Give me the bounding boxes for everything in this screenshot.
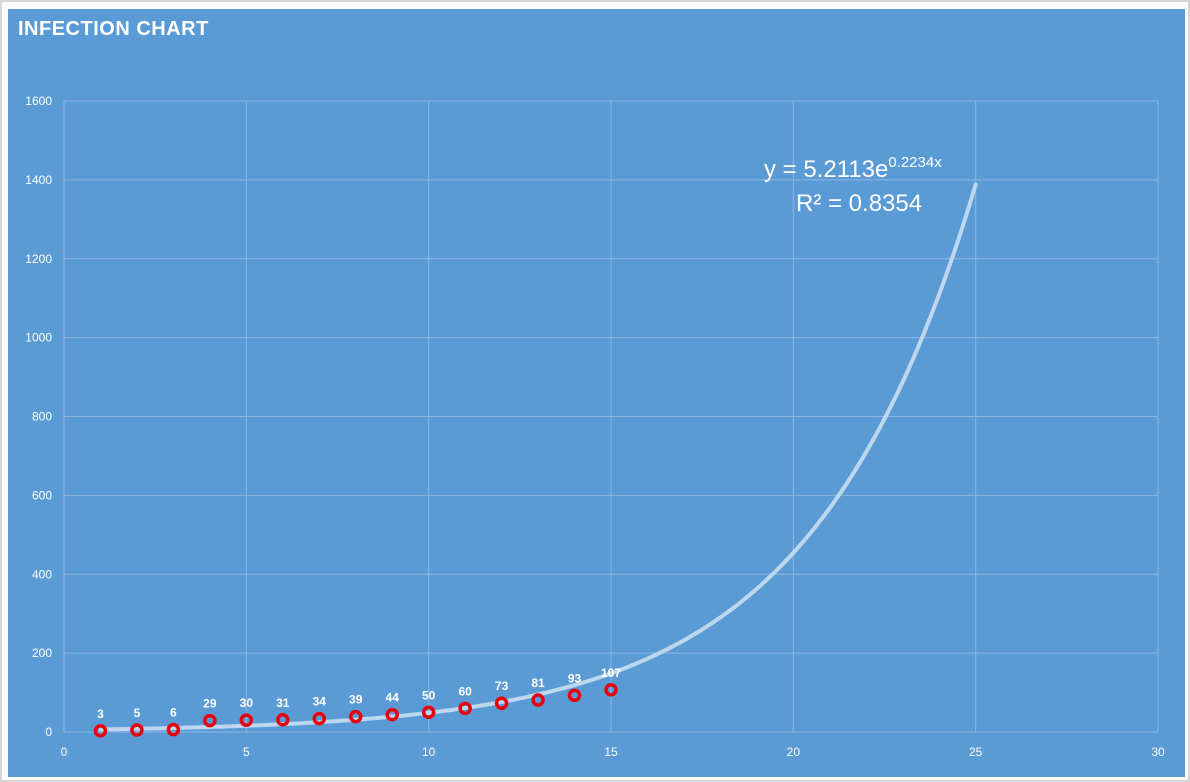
y-tick-label: 400 bbox=[32, 567, 52, 581]
x-tick-label: 15 bbox=[604, 745, 618, 759]
data-point bbox=[93, 724, 108, 738]
infection-chart: INFECTION CHART 0 5 10 15 20 25 30 0 200 400 600 8… bbox=[18, 18, 1165, 759]
data-label: 3 bbox=[97, 707, 104, 721]
data-points bbox=[93, 683, 618, 738]
data-point bbox=[385, 707, 399, 722]
x-tick-label: 30 bbox=[1151, 745, 1165, 759]
y-tick-label: 200 bbox=[32, 646, 52, 660]
data-label: 50 bbox=[422, 688, 436, 702]
x-tick-label: 0 bbox=[61, 745, 68, 759]
data-label: 81 bbox=[531, 676, 545, 690]
y-tick-label: 600 bbox=[32, 488, 52, 502]
data-label: 30 bbox=[240, 696, 254, 710]
data-label: 5 bbox=[134, 706, 141, 720]
trendline-r-squared: R² = 0.8354 bbox=[796, 190, 922, 217]
data-label: 34 bbox=[313, 695, 327, 709]
y-tick-label: 1400 bbox=[25, 173, 52, 187]
chart-title: INFECTION CHART bbox=[18, 18, 209, 40]
y-tick-label: 0 bbox=[45, 725, 52, 739]
y-tick-label: 1200 bbox=[25, 252, 52, 266]
y-axis-ticks: 0 200 400 600 800 1000 1200 1400 1600 bbox=[25, 94, 52, 739]
data-point bbox=[166, 722, 181, 737]
data-label: 93 bbox=[568, 671, 582, 685]
data-point bbox=[494, 696, 509, 710]
data-point bbox=[604, 683, 618, 697]
data-point bbox=[567, 688, 582, 703]
data-label: 31 bbox=[276, 696, 290, 710]
data-point bbox=[203, 713, 217, 728]
data-label: 29 bbox=[203, 697, 217, 711]
data-point bbox=[458, 701, 472, 716]
data-point bbox=[312, 711, 327, 726]
y-tick-label: 1000 bbox=[25, 331, 52, 345]
data-label: 60 bbox=[458, 684, 472, 698]
data-point bbox=[531, 693, 545, 707]
trendline bbox=[98, 182, 978, 732]
trendline-group bbox=[98, 182, 978, 732]
data-label: 39 bbox=[349, 693, 363, 707]
data-point bbox=[276, 713, 290, 727]
trendline-equation: y = 5.2113e0.2234x bbox=[764, 154, 942, 183]
data-label: 44 bbox=[386, 691, 400, 705]
data-label: 73 bbox=[495, 679, 509, 693]
x-tick-label: 20 bbox=[787, 745, 801, 759]
data-point bbox=[348, 709, 363, 724]
chart-area: INFECTION CHART 0 5 10 15 20 25 30 0 200 400 600 8… bbox=[8, 9, 1185, 777]
x-tick-label: 25 bbox=[969, 745, 983, 759]
trendline-equation-exponent: 0.2234x bbox=[888, 154, 942, 171]
x-tick-label: 10 bbox=[422, 745, 436, 759]
gridlines bbox=[63, 100, 1159, 733]
y-tick-label: 1600 bbox=[25, 94, 52, 108]
data-label: 6 bbox=[170, 706, 177, 720]
data-point bbox=[421, 705, 436, 720]
data-point bbox=[130, 723, 144, 737]
data-label: 107 bbox=[601, 666, 621, 680]
data-labels: 3 5 6 29 30 31 34 39 44 50 60 73 81 93 107 bbox=[97, 666, 621, 721]
x-tick-label: 5 bbox=[243, 745, 250, 759]
x-axis-ticks: 0 5 10 15 20 25 30 bbox=[61, 745, 1165, 759]
y-tick-label: 800 bbox=[32, 410, 52, 424]
data-point bbox=[239, 713, 254, 727]
trendline-equation-base: y = 5.2113e bbox=[764, 156, 888, 183]
